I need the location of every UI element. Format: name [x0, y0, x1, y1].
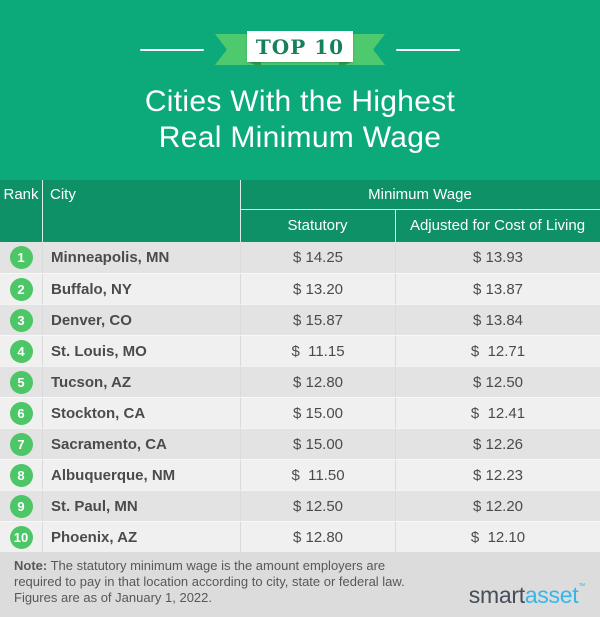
table-row: 4 St. Louis, MO $ 11.15 $ 12.71 [0, 335, 600, 366]
statutory-value-cell: $ 12.80 [240, 367, 395, 397]
ribbon-right-line [396, 49, 460, 51]
adjusted-value-cell: $ 12.23 [395, 460, 600, 490]
column-header-statutory: Statutory [287, 217, 348, 234]
city-cell: Phoenix, AZ [42, 522, 240, 552]
rank-cell: 7 [0, 429, 42, 459]
table-row: 5 Tucson, AZ $ 12.80 $ 12.50 [0, 366, 600, 397]
footnote-line2: required to pay in that location accordi… [14, 574, 405, 589]
city-cell: Albuquerque, NM [42, 460, 240, 490]
column-header-city: City [50, 186, 76, 203]
rank-badge: 4 [9, 339, 33, 363]
table-row: 1 Minneapolis, MN $ 14.25 $ 13.93 [0, 242, 600, 273]
statutory-value-cell: $ 11.15 [240, 336, 395, 366]
rank-badge: 7 [9, 432, 33, 456]
smartasset-logo: smartasset™ [469, 582, 585, 609]
statutory-value-cell: $ 12.80 [240, 522, 395, 552]
table-row: 7 Sacramento, CA $ 15.00 $ 12.26 [0, 428, 600, 459]
statutory-value-cell: $ 11.50 [240, 460, 395, 490]
city-cell: Tucson, AZ [42, 367, 240, 397]
page-title-line2: Real Minimum Wage [158, 121, 442, 154]
adjusted-value-cell: $ 12.20 [395, 491, 600, 521]
city-cell: Sacramento, CA [42, 429, 240, 459]
ribbon-fold-left [247, 61, 261, 68]
footnote-line1: Note: The statutory minimum wage is the … [14, 558, 386, 573]
logo-smart: smart [468, 582, 525, 608]
footnote-label: Note: [14, 558, 48, 573]
top10-ribbon-label-box: TOP 10 [247, 31, 353, 62]
table-row: 9 St. Paul, MN $ 12.50 $ 12.20 [0, 490, 600, 521]
page-title-line1: Cities With the Highest [144, 85, 456, 118]
adjusted-value-cell: $ 13.84 [395, 305, 600, 335]
city-cell: St. Louis, MO [42, 336, 240, 366]
page-title: Cities With the Highest Real Minimum Wag… [0, 84, 600, 156]
statutory-value-cell: $ 15.00 [240, 398, 395, 428]
table-body: 1 Minneapolis, MN $ 14.25 $ 13.93 2 Buff… [0, 242, 600, 552]
rank-badge: 3 [9, 308, 33, 332]
statutory-value-cell: $ 14.25 [240, 242, 395, 273]
rank-cell: 8 [0, 460, 42, 490]
header-divider-rank-city [42, 180, 43, 242]
city-cell: St. Paul, MN [42, 491, 240, 521]
header-banner: TOP 10 Cities With the Highest Real Mini… [0, 0, 600, 180]
adjusted-value-cell: $ 12.41 [395, 398, 600, 428]
table-row: 2 Buffalo, NY $ 13.20 $ 13.87 [0, 273, 600, 304]
header-divider-city-wage [240, 180, 241, 242]
table-header: Rank City Minimum Wage Statutory Adjuste… [0, 180, 600, 242]
table-row: 6 Stockton, CA $ 15.00 $ 12.41 [0, 397, 600, 428]
rank-cell: 10 [0, 522, 42, 552]
statutory-value-cell: $ 12.50 [240, 491, 395, 521]
rank-cell: 4 [0, 336, 42, 366]
statutory-value-cell: $ 15.87 [240, 305, 395, 335]
table-row: 10 Phoenix, AZ $ 12.80 $ 12.10 [0, 521, 600, 552]
rank-badge: 5 [9, 370, 33, 394]
rank-cell: 1 [0, 242, 42, 273]
rank-cell: 6 [0, 398, 42, 428]
ribbon-left-line [140, 49, 204, 51]
column-header-rank: Rank [3, 186, 39, 203]
ribbon-fold-right [339, 61, 353, 68]
footnote-line3: Figures are as of January 1, 2022. [14, 590, 213, 605]
logo-trademark: ™ [578, 583, 585, 590]
city-cell: Denver, CO [42, 305, 240, 335]
footer: Note: The statutory minimum wage is the … [0, 552, 600, 617]
adjusted-value-cell: $ 13.93 [395, 242, 600, 273]
table-row: 3 Denver, CO $ 15.87 $ 13.84 [0, 304, 600, 335]
rank-badge: 2 [9, 277, 33, 301]
rank-badge: 10 [9, 525, 33, 549]
adjusted-value-cell: $ 12.26 [395, 429, 600, 459]
header-divider-horizontal [240, 209, 600, 210]
table-row: 8 Albuquerque, NM $ 11.50 $ 12.23 [0, 459, 600, 490]
column-header-minimum-wage: Minimum Wage [368, 186, 472, 203]
rank-cell: 3 [0, 305, 42, 335]
statutory-value-cell: $ 15.00 [240, 429, 395, 459]
adjusted-value-cell: $ 12.50 [395, 367, 600, 397]
rank-badge: 8 [9, 463, 33, 487]
rank-cell: 5 [0, 367, 42, 397]
header-divider-statutory-adjusted [395, 209, 396, 242]
logo-asset: asset [524, 582, 579, 608]
column-header-adjusted: Adjusted for Cost of Living [409, 217, 586, 234]
rank-badge: 6 [9, 401, 33, 425]
adjusted-value-cell: $ 13.87 [395, 274, 600, 304]
adjusted-value-cell: $ 12.10 [395, 522, 600, 552]
city-cell: Stockton, CA [42, 398, 240, 428]
statutory-value-cell: $ 13.20 [240, 274, 395, 304]
rank-badge: 1 [9, 246, 33, 269]
footnote: Note: The statutory minimum wage is the … [14, 558, 405, 606]
city-cell: Buffalo, NY [42, 274, 240, 304]
adjusted-value-cell: $ 12.71 [395, 336, 600, 366]
rank-cell: 9 [0, 491, 42, 521]
rank-badge: 9 [9, 494, 33, 518]
top10-label: TOP 10 [255, 34, 345, 59]
rank-cell: 2 [0, 274, 42, 304]
city-cell: Minneapolis, MN [42, 242, 240, 273]
